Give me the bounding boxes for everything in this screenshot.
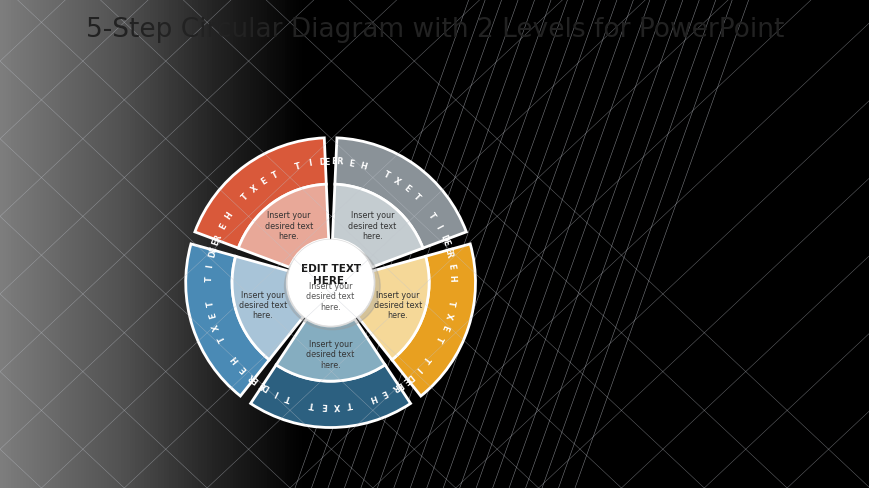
- Text: Insert your
desired text
here.: Insert your desired text here.: [239, 290, 287, 320]
- Text: E: E: [348, 159, 355, 168]
- Text: D: D: [403, 370, 414, 382]
- Text: E: E: [238, 363, 249, 373]
- Text: D: D: [207, 249, 217, 258]
- Text: E: E: [257, 378, 267, 389]
- Text: X: X: [333, 400, 340, 409]
- Text: R: R: [247, 371, 257, 382]
- Text: E: E: [439, 322, 449, 330]
- Wedge shape: [332, 185, 422, 268]
- Text: T: T: [381, 170, 390, 181]
- Ellipse shape: [284, 244, 380, 330]
- Wedge shape: [238, 185, 328, 268]
- Text: Insert your
desired text
here.: Insert your desired text here.: [306, 339, 355, 369]
- Text: E: E: [251, 374, 261, 384]
- Text: I: I: [205, 264, 215, 268]
- Text: R: R: [389, 381, 400, 391]
- Text: T: T: [270, 170, 279, 181]
- Text: I: I: [433, 223, 442, 230]
- Wedge shape: [391, 244, 475, 396]
- Text: Insert your
desired text
here.: Insert your desired text here.: [348, 211, 396, 241]
- Text: Insert your
desired text
here.: Insert your desired text here.: [374, 290, 421, 320]
- Text: T: T: [294, 161, 302, 171]
- Text: H: H: [359, 161, 368, 171]
- Wedge shape: [195, 139, 326, 248]
- Text: H: H: [229, 353, 241, 364]
- Text: I: I: [308, 159, 312, 168]
- Text: E: E: [208, 311, 218, 319]
- Text: E: E: [209, 245, 218, 253]
- Text: T: T: [411, 192, 421, 202]
- Text: E: E: [394, 378, 403, 389]
- Text: Insert your
desired text
here.: Insert your desired text here.: [264, 211, 313, 241]
- Text: E: E: [322, 400, 327, 409]
- Text: X: X: [211, 322, 222, 331]
- Text: 5-Step Circular Diagram with 2 Levels for PowerPoint: 5-Step Circular Diagram with 2 Levels fo…: [86, 17, 783, 43]
- Circle shape: [287, 240, 374, 326]
- Wedge shape: [335, 139, 466, 248]
- Text: E: E: [401, 183, 412, 194]
- Text: X: X: [442, 310, 453, 319]
- Text: T: T: [345, 398, 352, 408]
- Text: H: H: [447, 275, 456, 282]
- Text: R: R: [443, 250, 454, 258]
- Wedge shape: [185, 244, 269, 396]
- Text: I: I: [413, 364, 421, 372]
- Wedge shape: [275, 319, 385, 381]
- Text: T: T: [421, 353, 431, 364]
- Text: T: T: [204, 275, 214, 281]
- Text: E: E: [217, 222, 228, 231]
- Text: E: E: [440, 238, 450, 246]
- Text: E: E: [400, 374, 409, 384]
- Text: D: D: [437, 233, 448, 242]
- Text: H: H: [223, 210, 235, 221]
- Text: E: E: [442, 245, 452, 253]
- Wedge shape: [232, 257, 303, 360]
- Text: D: D: [261, 381, 271, 391]
- Wedge shape: [357, 257, 428, 360]
- Text: EDIT TEXT
HERE.: EDIT TEXT HERE.: [300, 264, 361, 285]
- Text: T: T: [284, 392, 292, 402]
- Text: Insert your
desired text
here.: Insert your desired text here.: [306, 281, 355, 311]
- Text: X: X: [249, 183, 259, 194]
- Text: E: E: [331, 157, 337, 166]
- Text: T: T: [216, 333, 227, 342]
- Text: T: T: [445, 299, 455, 306]
- Text: E: E: [259, 176, 269, 186]
- Text: H: H: [368, 391, 377, 402]
- Text: E: E: [210, 238, 221, 246]
- Text: D: D: [318, 157, 325, 166]
- Text: R: R: [335, 157, 342, 166]
- Text: T: T: [434, 333, 444, 342]
- Text: I: I: [273, 387, 280, 397]
- Text: E: E: [380, 387, 388, 397]
- Text: X: X: [392, 176, 401, 187]
- Text: E: E: [323, 157, 329, 166]
- Text: T: T: [426, 211, 437, 221]
- Text: T: T: [205, 299, 216, 306]
- Text: T: T: [240, 192, 249, 202]
- Text: T: T: [308, 398, 315, 408]
- Text: R: R: [212, 233, 222, 242]
- Text: E: E: [446, 263, 455, 269]
- Wedge shape: [250, 365, 410, 427]
